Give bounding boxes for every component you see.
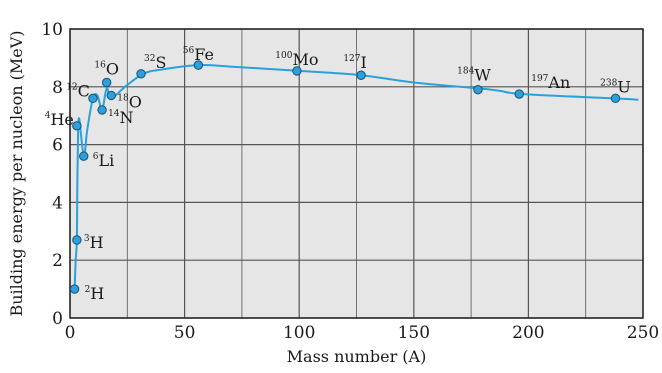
x-tick-label: 50 — [174, 323, 196, 343]
mass-number-superscript: 16 — [94, 60, 106, 70]
mass-number-superscript: 18 — [117, 93, 129, 103]
mass-number-superscript: 2 — [85, 285, 91, 295]
nuclide-marker — [193, 60, 204, 70]
element-symbol: H — [90, 233, 104, 252]
nuclide-label: 56Fe — [183, 45, 214, 64]
nuclide-marker — [97, 105, 107, 115]
y-tick-label: 4 — [52, 193, 63, 213]
plot-frame — [69, 28, 644, 319]
mass-number-superscript: 4 — [45, 111, 51, 121]
mass-number-superscript: 238 — [600, 78, 617, 88]
y-tick-labels: 0 2 4 6 8 10 — [41, 20, 63, 329]
nuclide-label: 127I — [343, 53, 367, 72]
nuclide-marker — [101, 77, 112, 88]
element-symbol: S — [156, 53, 167, 72]
element-symbol: U — [617, 77, 630, 96]
element-symbol: Li — [98, 151, 114, 170]
nuclide-marker — [514, 89, 524, 99]
nuclide-label: 184W — [457, 66, 491, 85]
x-tick-label: 150 — [398, 323, 430, 343]
y-tick-label: 2 — [52, 251, 63, 271]
nuclide-label: 12C — [66, 81, 90, 100]
nuclide-marker — [356, 70, 366, 80]
element-symbol: N — [120, 108, 134, 127]
nuclide-label: 6Li — [93, 151, 114, 170]
nuclide-marker — [79, 151, 89, 161]
x-tick-label: 200 — [512, 323, 544, 343]
nuclide-marker — [473, 84, 483, 95]
y-tick-label: 10 — [41, 20, 63, 40]
nuclide-label: 18O — [117, 92, 142, 111]
nuclide-marker — [72, 235, 82, 245]
element-symbol: He — [50, 110, 73, 129]
element-symbol: An — [547, 73, 570, 92]
element-symbol: Fe — [194, 45, 214, 64]
mass-number-superscript: 127 — [343, 54, 360, 64]
nuclide-marker — [136, 69, 146, 79]
nuclide-label: 4He — [45, 110, 74, 129]
x-axis-label: Mass number (A) — [287, 347, 427, 366]
nuclide-label: 238U — [600, 77, 631, 96]
mass-number-superscript: 184 — [457, 67, 474, 77]
element-symbol: O — [106, 59, 119, 78]
element-symbol: W — [474, 66, 491, 85]
mass-number-superscript: 32 — [144, 54, 155, 64]
nuclide-marker — [88, 93, 98, 104]
nuclide-label: 2H — [85, 284, 105, 303]
mass-number-superscript: 14 — [108, 109, 120, 119]
nuclide-marker — [610, 93, 621, 104]
x-tick-label: 250 — [627, 323, 659, 343]
mass-number-superscript: 6 — [93, 152, 99, 162]
nuclide-label: 197An — [531, 73, 570, 92]
y-axis-label: Building energy per nucleon (MeV) — [7, 30, 26, 316]
nuclide-label: 100Mo — [275, 50, 318, 69]
nuclide-marker — [106, 90, 116, 101]
nuclide-label: 16O — [94, 59, 119, 78]
y-tick-label: 0 — [52, 309, 63, 329]
mass-number-superscript: 100 — [275, 51, 292, 61]
mass-number-superscript: 197 — [531, 74, 548, 84]
nuclide-label: 3H — [84, 233, 104, 252]
x-tick-label: 0 — [65, 323, 76, 343]
x-tick-labels: 0 50 100 150 200 250 — [65, 323, 660, 343]
mass-number-superscript: 3 — [84, 234, 90, 244]
element-symbol: Mo — [292, 50, 318, 69]
nuclide-marker — [292, 66, 302, 76]
nuclide-marker — [69, 284, 80, 294]
mass-number-superscript: 12 — [66, 82, 77, 92]
y-tick-label: 6 — [52, 136, 63, 156]
nuclide-label: 14N — [108, 108, 133, 127]
x-tick-label: 100 — [283, 323, 315, 343]
element-symbol: I — [361, 53, 367, 72]
element-symbol: H — [90, 284, 104, 303]
element-symbol: O — [129, 92, 142, 111]
nuclide-marker — [72, 121, 82, 131]
element-symbol: C — [78, 81, 90, 100]
y-tick-label: 8 — [52, 78, 63, 98]
nuclide-label: 32S — [144, 53, 166, 72]
mass-number-superscript: 56 — [183, 46, 195, 56]
nuclide-markers — [69, 60, 621, 294]
